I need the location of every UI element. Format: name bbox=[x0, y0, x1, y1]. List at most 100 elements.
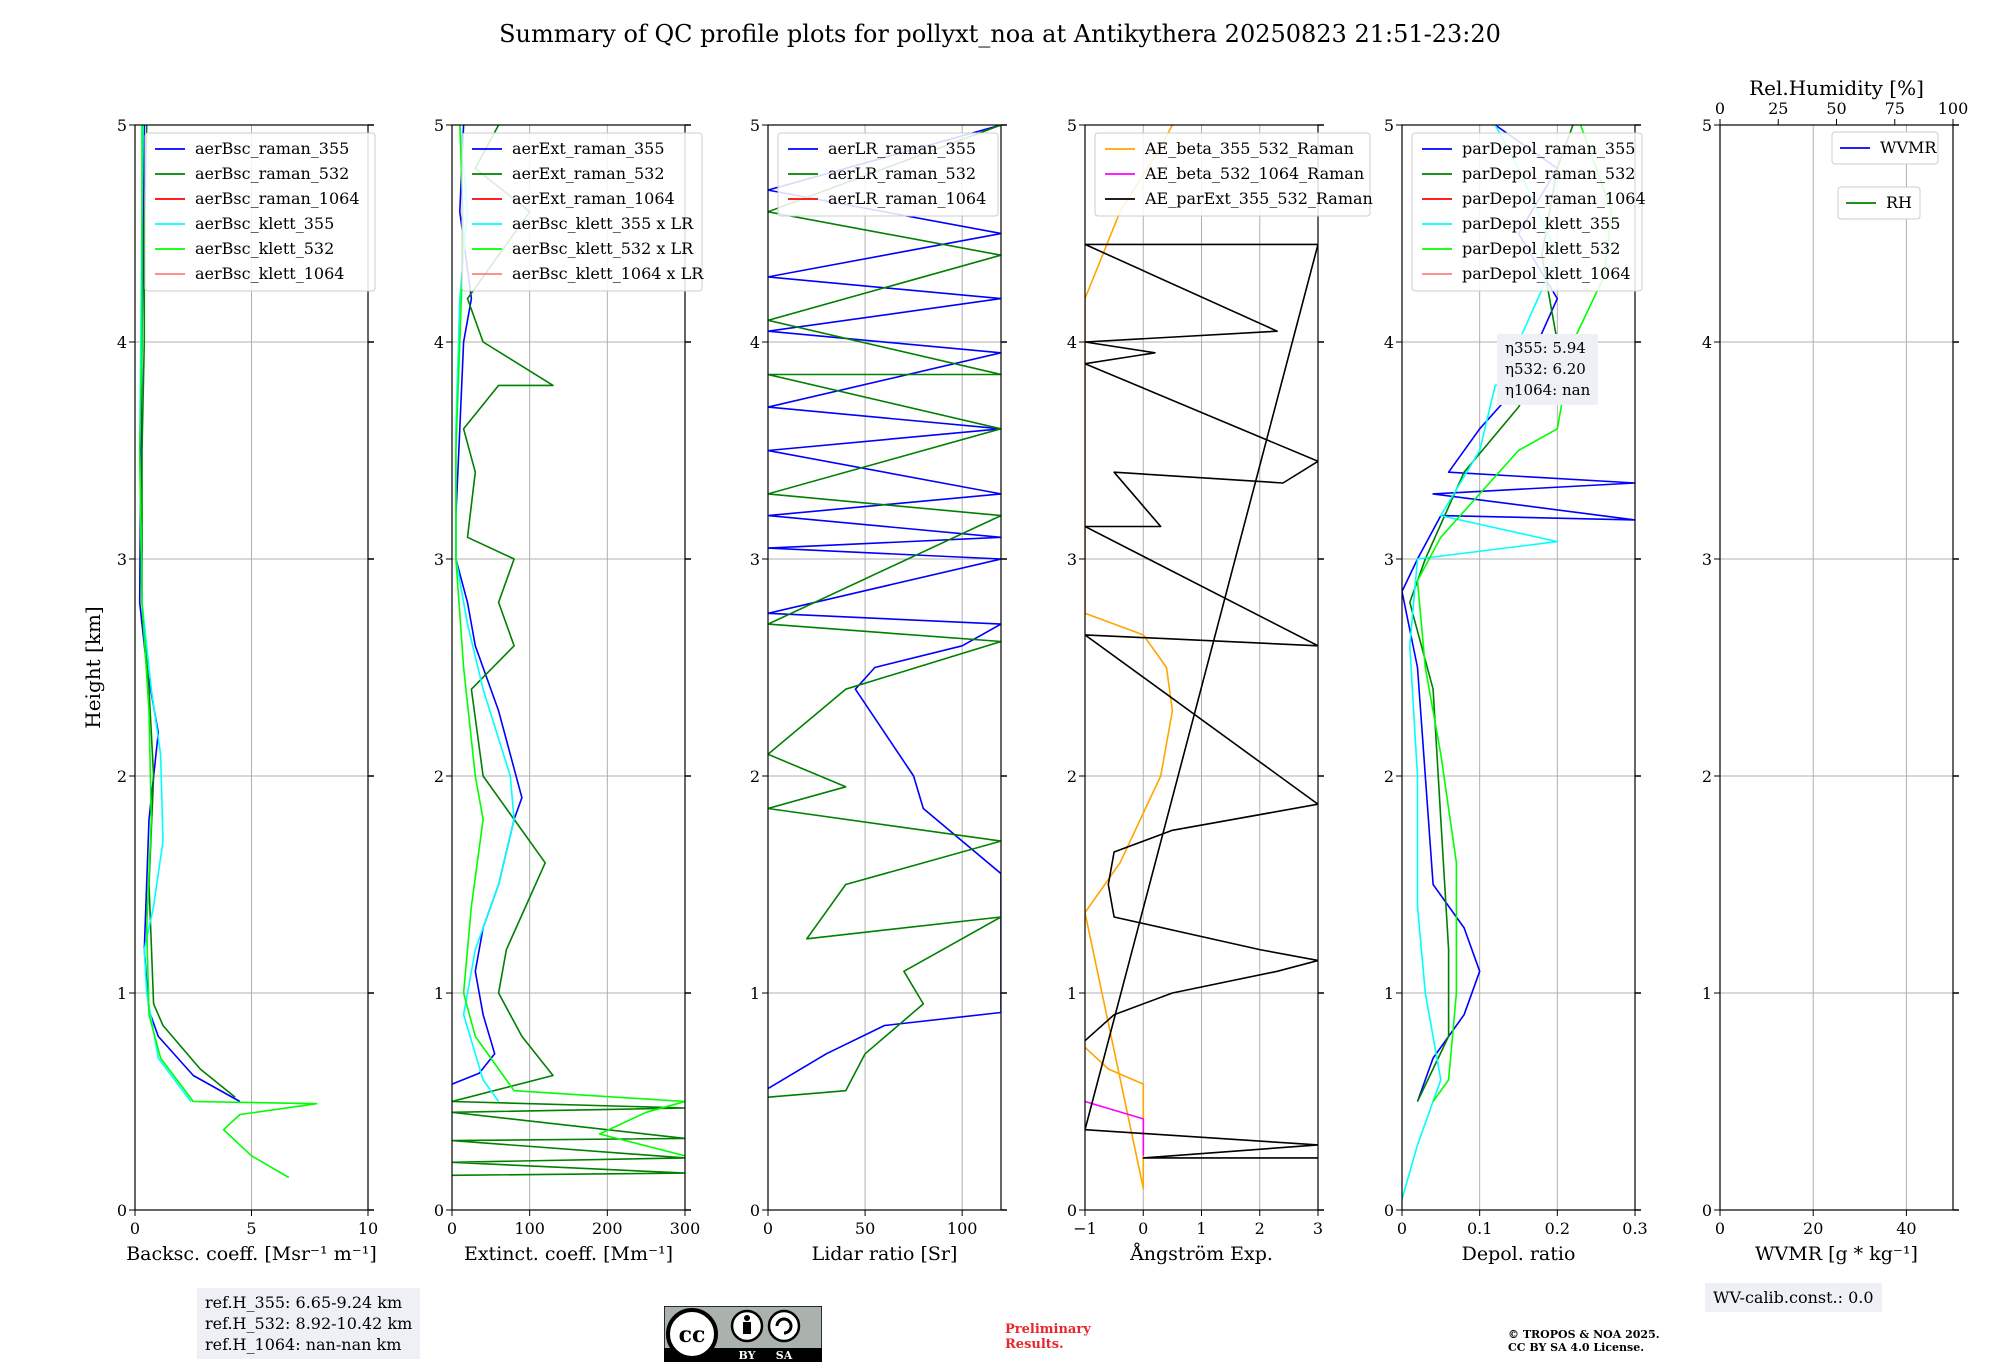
series-line-AE_beta_532_1064_Raman bbox=[1085, 1100, 1145, 1156]
copyright-note: © TROPOS & NOA 2025. CC BY SA 4.0 Licens… bbox=[1508, 1328, 1660, 1354]
copyright-line-2: CC BY SA 4.0 License. bbox=[1508, 1341, 1645, 1354]
series-line-parDepol_klett_355 bbox=[1402, 125, 1597, 1200]
legend-box bbox=[1094, 132, 1371, 217]
series-group bbox=[138, 125, 318, 1179]
plot-frame bbox=[451, 124, 686, 1211]
legend-box bbox=[1837, 186, 1921, 220]
y-tick-label: 1 bbox=[1702, 984, 1712, 1003]
y-tick-label: 4 bbox=[1384, 333, 1394, 352]
series-line-aerLR_raman_355 bbox=[768, 125, 1001, 1090]
legend-label: aerLR_raman_355 bbox=[828, 139, 976, 158]
legend-label: parDepol_raman_532 bbox=[1462, 164, 1635, 183]
legend-label: parDepol_klett_532 bbox=[1462, 239, 1620, 258]
legend-label: aerBsc_raman_355 bbox=[195, 139, 349, 158]
legend-box bbox=[1411, 132, 1643, 292]
series-group bbox=[1085, 125, 1318, 1190]
y-tick-label: 2 bbox=[1067, 767, 1077, 786]
legend-label: aerBsc_klett_532 bbox=[195, 239, 334, 258]
x-tick-top-label: 25 bbox=[1768, 99, 1788, 118]
ref-height-532: ref.H_532: 8.92-10.42 km bbox=[205, 1314, 413, 1333]
x-axis-label-top: Rel.Humidity [%] bbox=[1749, 76, 1924, 100]
legend: RH bbox=[1837, 186, 1921, 220]
preliminary-line-1: Preliminary bbox=[1005, 1322, 1091, 1337]
plot-frame bbox=[1401, 124, 1636, 1211]
x-axis-label: Depol. ratio bbox=[1462, 1243, 1576, 1265]
legend-label: parDepol_klett_1064 bbox=[1462, 264, 1631, 283]
y-tick-label: 2 bbox=[117, 767, 127, 786]
series-line-aerLR_raman_532 bbox=[768, 125, 1001, 1098]
figure-title: Summary of QC profile plots for pollyxt_… bbox=[499, 20, 1501, 48]
series-line-aerBsc_raman_532 bbox=[141, 125, 236, 1098]
y-tick-label: 4 bbox=[1702, 333, 1712, 352]
y-tick-label: 5 bbox=[750, 116, 760, 135]
legend-label: aerLR_raman_1064 bbox=[828, 189, 986, 208]
legend: aerBsc_raman_355 aerBsc_raman_532 aerBsc_r… bbox=[144, 132, 376, 292]
legend-label: AE_parExt_355_532_Raman bbox=[1144, 189, 1373, 208]
legend: aerLR_raman_355 aerLR_raman_532 aerLR_rama… bbox=[777, 132, 999, 217]
eta-box: η355: 5.94 η532: 6.20 η1064: nan bbox=[1497, 334, 1599, 405]
legend: AE_beta_355_532_Raman AE_beta_532_1064_Ra… bbox=[1094, 132, 1373, 217]
cc-by-sa-logo: cc BY SA bbox=[664, 1306, 822, 1362]
x-tick-label: 0.2 bbox=[1545, 1219, 1570, 1238]
series-group bbox=[452, 125, 685, 1177]
y-tick-label: 2 bbox=[1702, 767, 1712, 786]
x-tick-label: 0 bbox=[1138, 1219, 1148, 1238]
x-tick-top-label: 0 bbox=[1715, 99, 1725, 118]
x-tick-label: 0.1 bbox=[1467, 1219, 1492, 1238]
cc-sa-label: SA bbox=[776, 1349, 793, 1362]
y-tick-label: 5 bbox=[1067, 116, 1077, 135]
legend-label: aerLR_raman_532 bbox=[828, 164, 976, 183]
legend-label: aerBsc_klett_355 x LR bbox=[512, 214, 694, 233]
y-tick-label: 0 bbox=[1067, 1201, 1077, 1220]
legend-label: aerExt_raman_532 bbox=[512, 164, 665, 183]
x-tick-label: 10 bbox=[358, 1219, 378, 1238]
legend-label: aerBsc_klett_355 bbox=[195, 214, 334, 233]
series-line-aerBsc_klett_355 x LR bbox=[455, 125, 515, 1102]
x-axis-label: Lidar ratio [Sr] bbox=[812, 1243, 958, 1265]
series-line-aerBsc_klett_355 bbox=[138, 125, 192, 1102]
ref-height-1064: ref.H_1064: nan-nan km bbox=[205, 1335, 402, 1354]
series-group bbox=[768, 125, 1001, 1098]
eta-1064: η1064: nan bbox=[1505, 381, 1591, 399]
y-tick-label: 1 bbox=[1384, 984, 1394, 1003]
x-tick-top-label: 75 bbox=[1885, 99, 1905, 118]
series-line-AE_parExt_355_532_Raman bbox=[1085, 243, 1318, 1159]
x-tick-label: 1 bbox=[1196, 1219, 1206, 1238]
series-line-aerExt_raman_355 bbox=[452, 125, 523, 1085]
legend-label: aerExt_raman_1064 bbox=[512, 189, 675, 208]
x-tick-label: 0 bbox=[1715, 1219, 1725, 1238]
y-tick-label: 0 bbox=[1384, 1201, 1394, 1220]
eta-532: η532: 6.20 bbox=[1505, 360, 1586, 378]
y-tick-label: 3 bbox=[434, 550, 444, 569]
x-tick-label: 2 bbox=[1255, 1219, 1265, 1238]
x-tick-label: 0.3 bbox=[1622, 1219, 1647, 1238]
y-tick-label: 0 bbox=[117, 1201, 127, 1220]
legend-label: WVMR bbox=[1880, 138, 1937, 157]
y-tick-label: 2 bbox=[1384, 767, 1394, 786]
plot-frame bbox=[1719, 124, 1954, 1211]
legend-box bbox=[777, 132, 999, 217]
y-tick-label: 4 bbox=[750, 333, 760, 352]
legend-label: parDepol_raman_1064 bbox=[1462, 189, 1646, 208]
y-axis-label: Height [km] bbox=[81, 606, 105, 728]
y-tick-label: 3 bbox=[1384, 550, 1394, 569]
x-tick-top-label: 50 bbox=[1826, 99, 1846, 118]
y-tick-label: 1 bbox=[434, 984, 444, 1003]
x-tick-label: 0 bbox=[763, 1219, 773, 1238]
x-tick-label: −1 bbox=[1073, 1219, 1097, 1238]
legend-label: aerBsc_klett_532 x LR bbox=[512, 239, 694, 258]
legend: parDepol_raman_355 parDepol_raman_532 parD… bbox=[1411, 132, 1646, 292]
ref-height-355: ref.H_355: 6.65-9.24 km bbox=[205, 1293, 403, 1312]
x-tick-label: 0 bbox=[1397, 1219, 1407, 1238]
y-tick-label: 2 bbox=[750, 767, 760, 786]
x-axis-label: Ångström Exp. bbox=[1129, 1243, 1273, 1265]
x-axis-label: Backsc. coeff. [Msr⁻¹ m⁻¹] bbox=[126, 1243, 377, 1265]
legend-label: AE_beta_355_532_Raman bbox=[1144, 139, 1354, 158]
y-tick-label: 0 bbox=[1702, 1201, 1712, 1220]
y-tick-label: 3 bbox=[117, 550, 127, 569]
x-tick-label: 40 bbox=[1896, 1219, 1916, 1238]
x-tick-label: 50 bbox=[855, 1219, 875, 1238]
y-tick-label: 1 bbox=[117, 984, 127, 1003]
x-axis-label: WVMR [g * kg⁻¹] bbox=[1755, 1243, 1918, 1265]
x-tick-label: 5 bbox=[246, 1219, 256, 1238]
